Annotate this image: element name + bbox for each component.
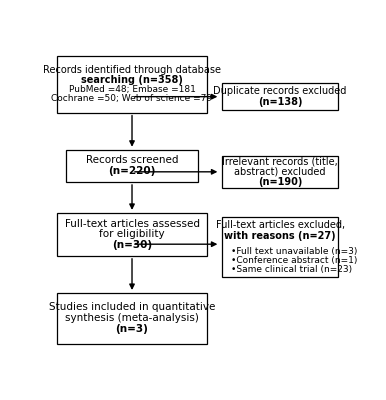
FancyBboxPatch shape — [66, 150, 198, 182]
Text: Records screened: Records screened — [86, 155, 178, 165]
Text: Cochrane =50; Web of science =79: Cochrane =50; Web of science =79 — [51, 94, 213, 104]
Text: •Conference abstract (n=1): •Conference abstract (n=1) — [231, 256, 357, 265]
Text: (n=3): (n=3) — [115, 324, 149, 334]
Text: synthesis (meta-analysis): synthesis (meta-analysis) — [65, 313, 199, 323]
FancyBboxPatch shape — [222, 84, 339, 110]
Text: searching (n=358): searching (n=358) — [81, 75, 183, 85]
Text: •Same clinical trial (n=23): •Same clinical trial (n=23) — [231, 265, 352, 274]
FancyBboxPatch shape — [57, 56, 207, 113]
Text: Records identified through database: Records identified through database — [43, 65, 221, 75]
Text: (n=190): (n=190) — [258, 177, 302, 187]
FancyBboxPatch shape — [57, 293, 207, 344]
FancyBboxPatch shape — [57, 213, 207, 256]
Text: Duplicate records excluded: Duplicate records excluded — [213, 86, 347, 96]
Text: for eligibility: for eligibility — [99, 229, 165, 239]
Text: •Full text unavailable (n=3): •Full text unavailable (n=3) — [231, 246, 357, 256]
Text: abstract) excluded: abstract) excluded — [234, 167, 326, 177]
Text: Full-text articles assessed: Full-text articles assessed — [64, 218, 200, 228]
Text: (n=220): (n=220) — [108, 166, 156, 176]
Text: PubMed =48; Embase =181: PubMed =48; Embase =181 — [69, 85, 195, 94]
Text: (n=138): (n=138) — [258, 96, 302, 106]
Text: Studies included in quantitative: Studies included in quantitative — [49, 302, 215, 312]
Text: (n=30): (n=30) — [112, 240, 152, 250]
Text: with reasons (n=27): with reasons (n=27) — [224, 230, 336, 240]
FancyBboxPatch shape — [222, 156, 339, 188]
Text: Full-text articles excluded,: Full-text articles excluded, — [215, 220, 345, 230]
Text: Irrelevant records (title,: Irrelevant records (title, — [222, 157, 338, 167]
FancyBboxPatch shape — [222, 218, 339, 278]
